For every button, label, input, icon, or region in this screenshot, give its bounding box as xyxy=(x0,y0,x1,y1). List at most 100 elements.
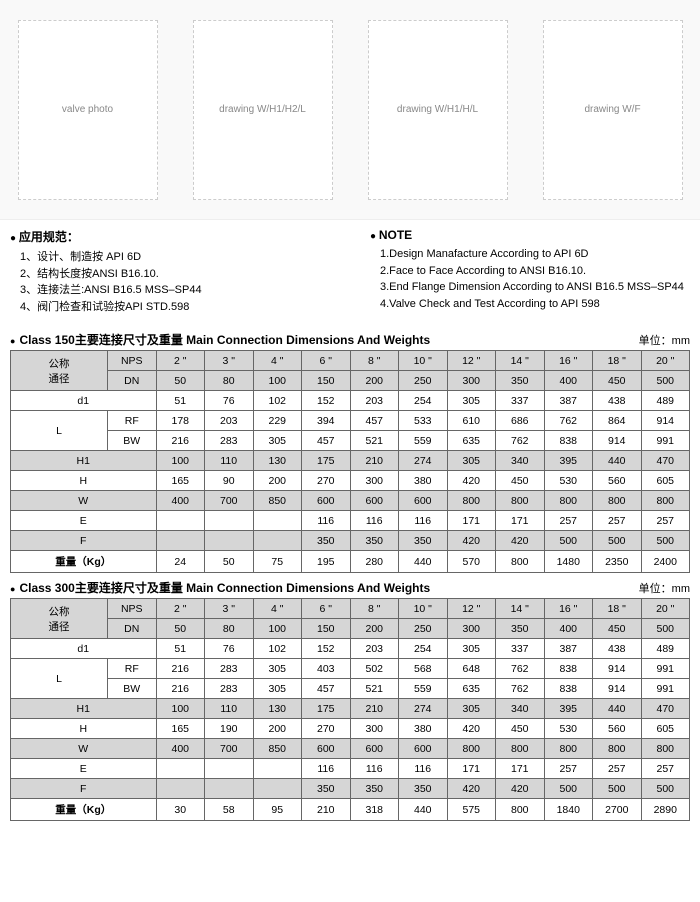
table-cell: 318 xyxy=(350,799,399,821)
table-cell: 257 xyxy=(641,759,690,779)
table-cell: 116 xyxy=(350,511,399,531)
table-cell: 337 xyxy=(496,391,545,411)
table-header-cell: 200 xyxy=(350,371,399,391)
row-label-d1: d1 xyxy=(11,391,157,411)
table-cell: 394 xyxy=(302,411,351,431)
notes-en-item: 4.Valve Check and Test According to API … xyxy=(370,296,690,313)
table-class300: 公称 通径 NPS 2 "3 "4 "6 "8 "10 "12 "14 "16 … xyxy=(10,598,690,821)
table-cell: 116 xyxy=(399,759,448,779)
valve-drawing-2: drawing W/H1/H/L xyxy=(368,20,508,200)
table-cell: 254 xyxy=(399,639,448,659)
table-cell: 800 xyxy=(544,739,593,759)
table-cell: 838 xyxy=(544,679,593,699)
table-cell: 171 xyxy=(496,511,545,531)
table-header-cell: 350 xyxy=(496,619,545,639)
table-cell: 1480 xyxy=(544,551,593,573)
table-header-cell: 4 " xyxy=(253,599,302,619)
table-cell: 257 xyxy=(641,511,690,531)
table-cell: 1840 xyxy=(544,799,593,821)
table-cell: 257 xyxy=(544,511,593,531)
notes-cn-item: 4、阀门检查和试验按API STD.598 xyxy=(10,299,330,316)
table-header-cell: 2 " xyxy=(156,351,205,371)
notes-cn: 应用规范： 1、设计、制造按 API 6D 2、结构长度按ANSI B16.10… xyxy=(10,228,330,315)
row-label-bw: BW xyxy=(108,679,157,699)
notes-cn-item: 2、结构长度按ANSI B16.10. xyxy=(10,266,330,283)
table-header-cell: 400 xyxy=(544,619,593,639)
table-cell: 605 xyxy=(641,471,690,491)
table-cell: 450 xyxy=(496,719,545,739)
table-header-cell: 6 " xyxy=(302,599,351,619)
table-header-cell: 12 " xyxy=(447,351,496,371)
valve-drawing-3: drawing W/F xyxy=(543,20,683,200)
row-label-f: F xyxy=(11,531,157,551)
table-header-cell: 12 " xyxy=(447,599,496,619)
table-cell: 130 xyxy=(253,699,302,719)
table-header-cell: 150 xyxy=(302,619,351,639)
valve-photo: valve photo xyxy=(18,20,158,200)
table-cell xyxy=(205,531,254,551)
diagram-area: valve photo drawing W/H1/H2/L drawing W/… xyxy=(0,0,700,220)
table-cell: 58 xyxy=(205,799,254,821)
table-cell: 305 xyxy=(253,659,302,679)
table-cell: 521 xyxy=(350,679,399,699)
table-cell: 229 xyxy=(253,411,302,431)
table-cell: 274 xyxy=(399,699,448,719)
table-cell: 420 xyxy=(496,531,545,551)
table-header-cell: 18 " xyxy=(593,599,642,619)
table-cell xyxy=(205,779,254,799)
table-cell: 210 xyxy=(350,451,399,471)
table-header-cell: 6 " xyxy=(302,351,351,371)
row-label-w: W xyxy=(11,491,157,511)
table-cell: 102 xyxy=(253,391,302,411)
valve-drawing-1: drawing W/H1/H2/L xyxy=(193,20,333,200)
table-cell: 530 xyxy=(544,471,593,491)
row-label-f: F xyxy=(11,779,157,799)
section-title-text: Class 150主要连接尺寸及重量 Main Connection Dimen… xyxy=(19,333,430,347)
table-cell: 100 xyxy=(156,699,205,719)
table-cell: 200 xyxy=(253,719,302,739)
section-head-300: ●Class 300主要连接尺寸及重量 Main Connection Dime… xyxy=(0,579,700,596)
table-cell: 305 xyxy=(253,431,302,451)
table-header-dn: DN xyxy=(108,371,157,391)
table-header-cell: 16 " xyxy=(544,351,593,371)
table-cell: 559 xyxy=(399,431,448,451)
table-cell: 800 xyxy=(593,739,642,759)
table-cell: 800 xyxy=(496,739,545,759)
table-header-cell: 250 xyxy=(399,371,448,391)
table-cell: 350 xyxy=(399,531,448,551)
table-cell: 914 xyxy=(593,659,642,679)
notes-cn-item: 1、设计、制造按 API 6D xyxy=(10,249,330,266)
table-cell: 305 xyxy=(447,451,496,471)
unit-label: 单位：mm xyxy=(639,332,690,348)
table-cell: 110 xyxy=(205,699,254,719)
table-cell: 300 xyxy=(350,471,399,491)
table-cell: 600 xyxy=(399,739,448,759)
table-cell: 521 xyxy=(350,431,399,451)
table-cell: 116 xyxy=(302,759,351,779)
table-cell: 350 xyxy=(399,779,448,799)
table-cell: 350 xyxy=(302,779,351,799)
table-cell: 600 xyxy=(399,491,448,511)
table-header-nominal: 公称 通径 xyxy=(11,351,108,391)
table-header-cell: 100 xyxy=(253,371,302,391)
table-cell: 283 xyxy=(205,431,254,451)
table-header-cell: 4 " xyxy=(253,351,302,371)
table-cell: 2890 xyxy=(641,799,690,821)
table-cell: 800 xyxy=(447,491,496,511)
table-cell: 457 xyxy=(302,431,351,451)
table-cell: 500 xyxy=(641,531,690,551)
notes-en-heading: NOTE xyxy=(370,228,690,242)
table-cell: 800 xyxy=(641,739,690,759)
table-cell: 283 xyxy=(205,659,254,679)
table-cell xyxy=(253,779,302,799)
table-header-cell: 50 xyxy=(156,619,205,639)
table-cell: 171 xyxy=(447,511,496,531)
table-header-dn: DN xyxy=(108,619,157,639)
table-cell: 568 xyxy=(399,659,448,679)
table-header-cell: 450 xyxy=(593,371,642,391)
row-label-weight: 重量（Kg） xyxy=(11,551,157,573)
table-cell: 800 xyxy=(496,799,545,821)
table-header-cell: 80 xyxy=(205,619,254,639)
table-cell: 914 xyxy=(593,431,642,451)
row-label-l: L xyxy=(11,659,108,699)
